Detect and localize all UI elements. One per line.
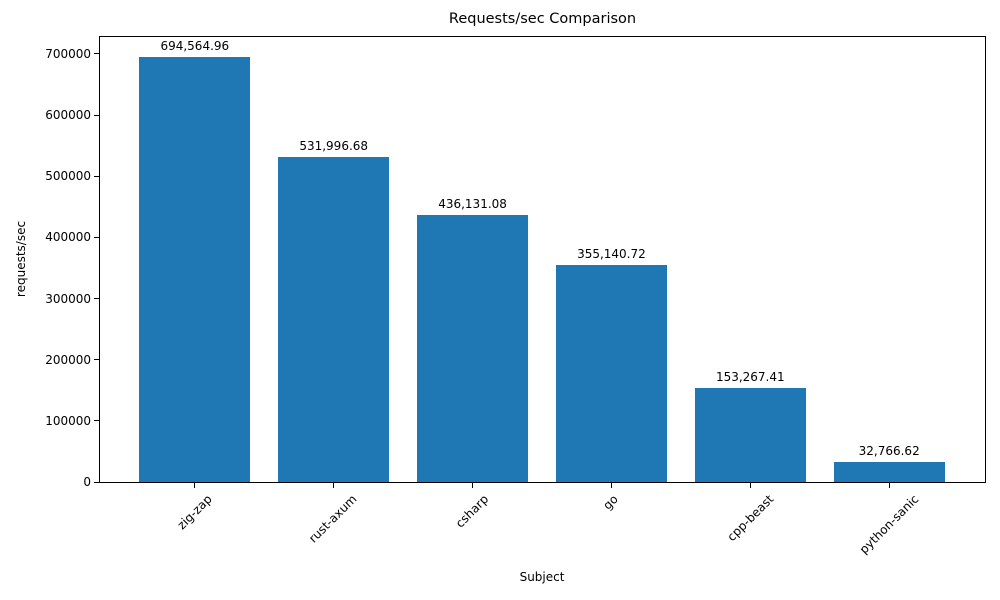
bar-value-label: 153,267.41 <box>715 370 785 385</box>
y-tick-label: 300000 <box>45 291 91 306</box>
bar-rust-axum <box>278 156 390 482</box>
x-tick-label: go <box>600 492 622 513</box>
y-tick-label: 100000 <box>45 413 91 428</box>
y-tick-mark <box>94 481 99 483</box>
y-tick-label: 0 <box>83 475 91 489</box>
x-axis-label: Subject <box>519 570 565 584</box>
bar-csharp <box>417 215 529 482</box>
x-tick-mark <box>749 483 751 488</box>
y-tick-mark <box>94 420 99 422</box>
bar-python-sanic <box>833 461 945 482</box>
y-tick-label: 500000 <box>45 169 91 184</box>
bar-value-label: 436,131.08 <box>438 197 507 212</box>
x-tick-mark <box>888 483 890 488</box>
bar-value-label: 531,996.68 <box>299 138 369 153</box>
bar-value-label: 32,766.62 <box>858 443 920 458</box>
bar-value-label: 355,140.72 <box>577 246 646 261</box>
x-tick-label: zig-zap <box>174 492 215 533</box>
x-tick-label: cpp-beast <box>724 492 777 544</box>
bar-go <box>555 264 667 482</box>
bar-cpp-beast <box>694 388 806 482</box>
y-tick-mark <box>94 298 99 300</box>
bar-zig-zap <box>139 57 251 482</box>
y-tick-mark <box>94 114 99 116</box>
y-tick-mark <box>94 175 99 177</box>
bar-value-label: 694,564.96 <box>160 39 230 54</box>
x-tick-mark <box>472 483 474 488</box>
y-tick-label: 400000 <box>45 230 91 245</box>
y-tick-mark <box>94 53 99 55</box>
y-tick-mark <box>94 236 99 238</box>
x-tick-label: python-sanic <box>856 492 922 557</box>
y-tick-label: 700000 <box>45 46 91 61</box>
plot-area <box>99 36 986 483</box>
x-tick-mark <box>333 483 335 488</box>
x-tick-mark <box>610 483 612 488</box>
y-tick-mark <box>94 359 99 361</box>
x-tick-mark <box>194 483 196 488</box>
chart-title: Requests/sec Comparison <box>448 11 637 27</box>
x-tick-label: csharp <box>453 492 492 531</box>
y-tick-label: 200000 <box>45 352 91 367</box>
y-tick-label: 600000 <box>45 108 91 123</box>
x-tick-label: rust-axum <box>306 492 360 546</box>
